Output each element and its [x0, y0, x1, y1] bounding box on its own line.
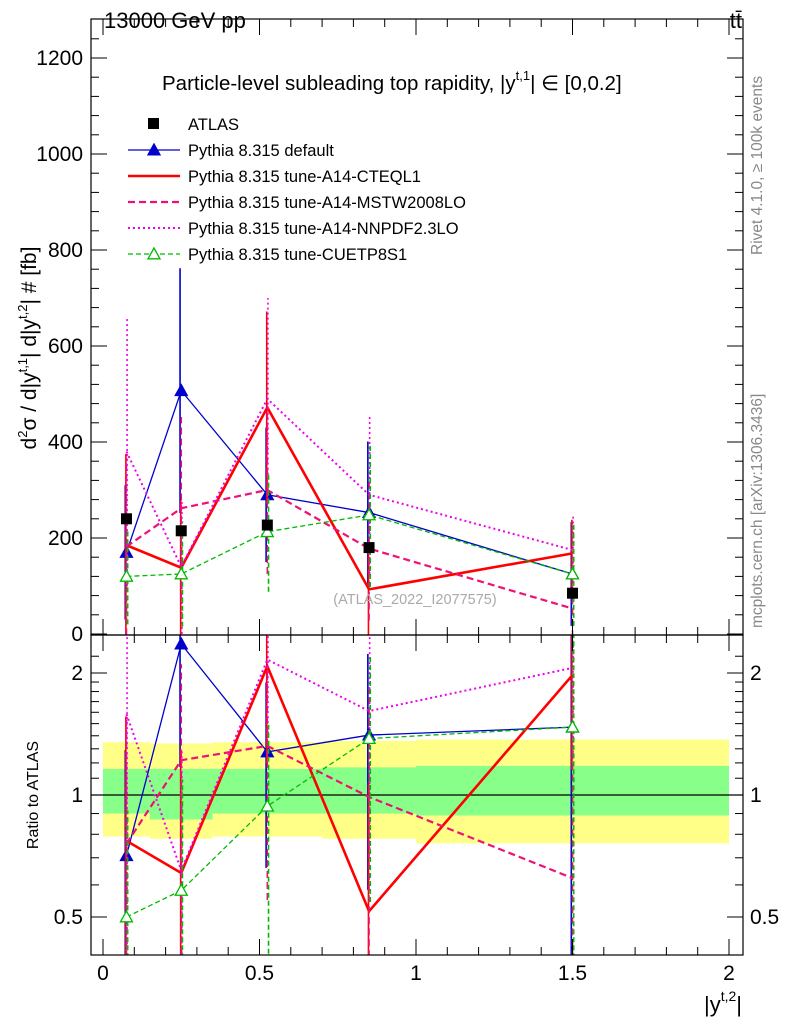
y-main-tick-label: 0	[71, 623, 83, 646]
atlas-data-point	[567, 587, 578, 599]
series-4-ratio-point	[119, 909, 134, 923]
y-ratio-label: Ratio to ATLAS	[25, 741, 42, 849]
axes: 0 0.5 1 1.5 2 0 200 400 600 800 1000 1200 0.5 0.5 1 1 2 2	[36, 19, 779, 985]
legend: ATLAS Pythia 8.315 default Pythia 8.315 tu…	[128, 116, 466, 264]
legend-label: Pythia 8.315 tune-CUETP8S1	[188, 246, 407, 264]
series-4-ratio-point	[174, 883, 189, 896]
legend-marker	[146, 246, 162, 260]
series-4-point	[119, 569, 134, 582]
y-main-tick-label: 400	[48, 431, 83, 454]
series-0-point	[174, 383, 189, 397]
y-ratio-tick-label-right: 2	[750, 662, 762, 685]
y-ratio-tick-label-right: 1	[750, 784, 762, 807]
series-4-ratio-point	[260, 798, 275, 812]
process-label: tt̄	[730, 8, 742, 33]
series-4-ratio-line	[126, 726, 573, 918]
plot-title: Particle-level subleading top rapidity, …	[162, 68, 622, 95]
series-4-point	[174, 566, 189, 580]
y-main-tick-label: 200	[48, 527, 83, 550]
legend-item: Pythia 8.315 tune-A14-MSTW2008LO	[128, 194, 466, 212]
legend-label: Pythia 8.315 default	[188, 142, 334, 160]
y-ratio-tick-label-right: 0.5	[750, 906, 779, 929]
y-main-label: d2σ / d|yt,1| d|yt,2| # [fb]	[15, 247, 41, 450]
x-tick-label: 1	[410, 962, 422, 985]
y-ratio-tick-label: 1	[71, 784, 83, 807]
y-ratio-tick-label: 2	[71, 662, 83, 685]
legend-label: Pythia 8.315 tune-A14-MSTW2008LO	[188, 194, 466, 212]
series-3-line	[125, 397, 573, 570]
y-main-tick-label: 1000	[36, 143, 83, 166]
y-ratio-tick-label: 0.5	[54, 906, 83, 929]
y-main-tick-label: 600	[48, 335, 83, 358]
series-3-ratio-line	[125, 658, 573, 874]
atlas-data-point	[120, 513, 132, 525]
ratio-series	[119, 635, 580, 955]
x-tick-label: 1.5	[558, 962, 587, 985]
energy-label: 13000 GeV pp	[104, 8, 246, 33]
legend-item: Pythia 8.315 default	[128, 142, 334, 160]
legend-marker-atlas	[148, 118, 159, 129]
y-main-tick-label: 1200	[36, 47, 83, 70]
plot-title-main: Particle-level subleading top rapidity, …	[162, 72, 516, 95]
legend-label: Pythia 8.315 tune-A14-NNPDF2.3LO	[188, 220, 459, 238]
x-axis-label: |yt,2|	[704, 988, 742, 1017]
legend-label: Pythia 8.315 tune-A14-CTEQL1	[188, 168, 421, 186]
series-4-ratio-point	[361, 731, 377, 745]
atlas-data-point	[175, 525, 187, 537]
series-4-point	[565, 566, 580, 580]
series-4-line	[126, 514, 573, 578]
series-4-point	[260, 524, 275, 538]
legend-marker	[146, 142, 162, 156]
mcplots-label: mcplots.cern.ch [arXiv:1306.3436]	[749, 394, 766, 628]
legend-item: Pythia 8.315 tune-A14-CTEQL1	[128, 168, 421, 186]
series-2-line	[125, 488, 573, 610]
y-main-tick-label: 800	[48, 239, 83, 262]
series-0-ratio-point	[174, 636, 189, 650]
x-tick-label: 0.5	[245, 962, 274, 985]
atlas-data-point	[261, 519, 273, 531]
main-frame	[90, 18, 744, 636]
x-tick-label: 2	[723, 962, 735, 985]
series-2-ratio-line	[125, 744, 573, 880]
series-4-ratio-point	[565, 719, 580, 733]
x-tick-label: 0	[97, 962, 109, 985]
plot-title-sup: t,1	[516, 68, 530, 83]
series-4-point	[361, 507, 377, 521]
legend-item: Pythia 8.315 tune-A14-NNPDF2.3LO	[128, 220, 459, 238]
rivet-label: Rivet 4.1.0, ≥ 100k events	[749, 76, 766, 255]
legend-item: ATLAS	[148, 116, 239, 134]
legend-item: Pythia 8.315 tune-CUETP8S1	[128, 246, 407, 264]
plot-title-end: | ∈ [0,0.2]	[530, 72, 622, 95]
ratio-bands	[91, 739, 743, 844]
main-series	[119, 268, 580, 635]
analysis-watermark: (ATLAS_2022_I2077575)	[333, 592, 496, 608]
legend-label: ATLAS	[188, 116, 239, 134]
atlas-data-point	[363, 542, 375, 554]
series-1-line	[125, 404, 573, 591]
